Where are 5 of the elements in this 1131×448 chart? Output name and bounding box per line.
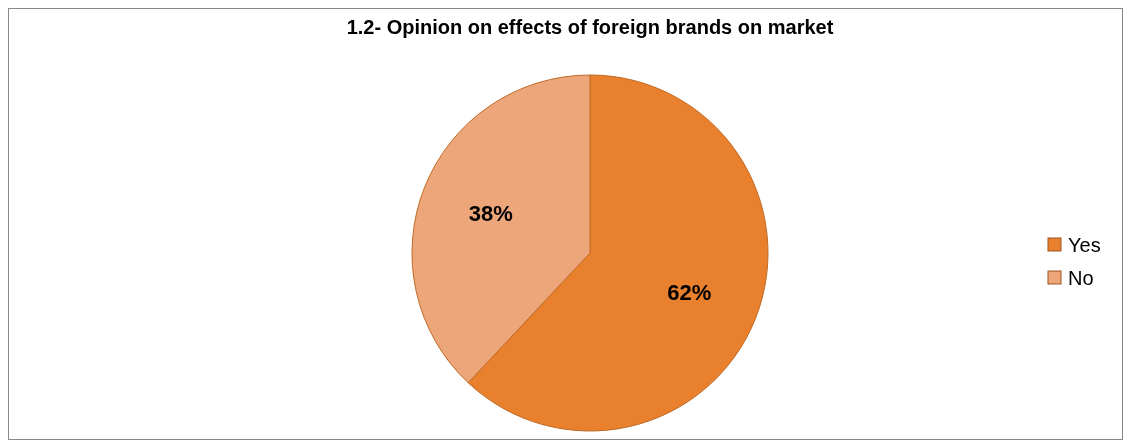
data-label: 62% — [667, 280, 712, 306]
legend-label: Yes — [1068, 234, 1101, 256]
legend-label: No — [1068, 267, 1094, 289]
data-label: 38% — [468, 201, 513, 227]
chart-title: 1.2- Opinion on effects of foreign brands on market — [346, 16, 834, 38]
